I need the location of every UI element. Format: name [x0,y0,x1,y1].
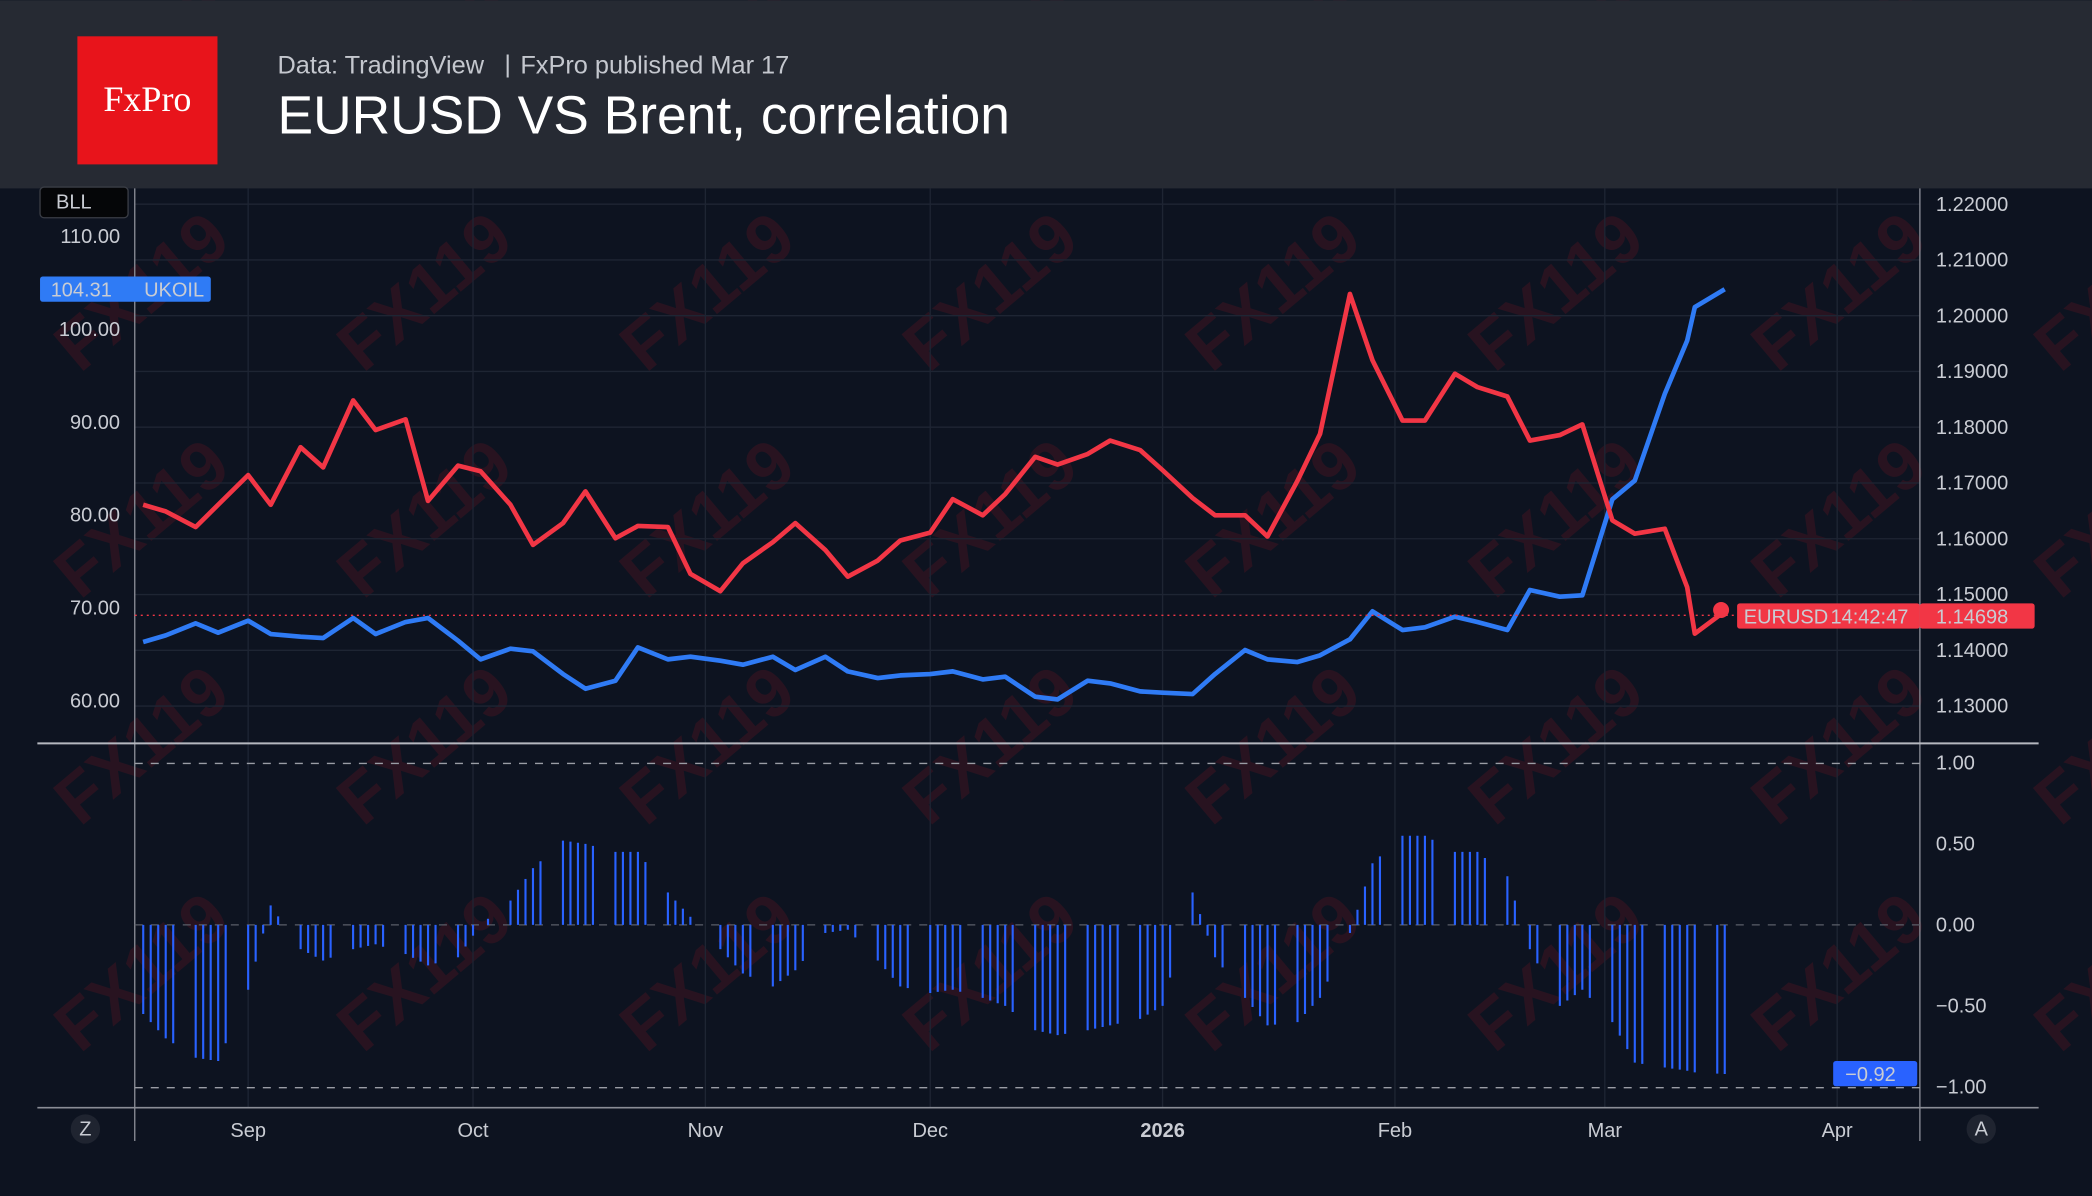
bll-badge-text: BLL [56,191,92,213]
eurusd-last-point [1713,602,1730,619]
correlation-axis-tick: −0.50 [1936,996,1987,1018]
auto-scale-button[interactable] [1966,1114,1996,1144]
right-axis-tick: 1.14000 [1936,640,2008,662]
ukoil-name: UKOIL [144,279,204,301]
header-bar [0,0,2092,189]
axis-ticks: Sep Oct Nov Dec 2026 Feb Mar Apr 1.22000 1.21000 1… [59,194,2008,1142]
x-tick-label: Dec [912,1120,948,1142]
right-axis-tick: 1.16000 [1936,528,2008,550]
x-tick-label: 2026 [1140,1120,1185,1142]
price-lines [142,287,1727,702]
correlation-value-label [1833,1060,1918,1087]
correlation-axis-tick: −1.00 [1936,1077,1987,1099]
published-date: FxPro published Mar 17 [520,52,789,80]
eurusd-value: 1.14698 [1936,606,2008,628]
eurusd-countdown: 14:42:47 [1831,606,1909,628]
correlation-axis-tick: 0.50 [1936,833,1975,855]
x-tick-label: Sep [230,1120,266,1142]
left-axis-tick: 100.00 [59,319,120,341]
logo-text: FxPro [103,79,191,119]
left-axis-tick: 110.00 [60,226,120,248]
eurusd-price-label [1919,603,2035,629]
correlation-value: −0.92 [1845,1064,1896,1086]
right-axis-tick: 1.19000 [1936,361,2008,383]
eurusd-name: EURUSD [1744,606,1828,628]
correlation-axis-tick: 1.00 [1936,752,1975,774]
left-axis-tick: 80.00 [70,505,120,527]
fxpro-logo [77,36,218,165]
data-source: Data: TradingView [278,52,485,80]
right-axis-tick: 1.21000 [1936,250,2008,272]
eurusd-name-label [1737,603,1920,629]
right-axis-tick: 1.15000 [1936,584,2008,606]
header-separator: | [504,50,511,78]
eurusd-line [142,291,1727,636]
grid [134,188,1920,1108]
left-axis-tick: 70.00 [70,598,120,620]
right-axis-tick: 1.13000 [1936,696,2008,718]
ukoil-value: 104.31 [51,279,112,301]
auto-scale-button-label: A [1975,1119,1989,1141]
ukoil-line [142,287,1726,702]
x-tick-label: Apr [1822,1120,1853,1142]
right-axis-tick: 1.20000 [1936,305,2008,327]
right-axis-tick: 1.17000 [1936,473,2008,495]
zoom-button-label: Z [79,1119,91,1141]
bll-badge[interactable] [39,186,129,219]
correlation-histogram [142,835,1726,1075]
x-tick-label: Feb [1378,1120,1412,1142]
right-axis-tick: 1.18000 [1936,417,2008,439]
right-axis-tick: 1.22000 [1936,194,2008,216]
correlation-axis-tick: 0.00 [1936,915,1975,937]
zoom-button[interactable] [70,1114,101,1144]
ukoil-price-label [40,276,211,302]
left-axis-tick: 90.00 [70,412,120,434]
x-tick-label: Nov [688,1120,724,1142]
x-tick-label: Oct [457,1120,489,1142]
page-title: EURUSD VS Brent, correlation [278,87,1010,146]
left-axis-tick: 60.00 [70,690,120,712]
x-tick-label: Mar [1588,1120,1623,1142]
